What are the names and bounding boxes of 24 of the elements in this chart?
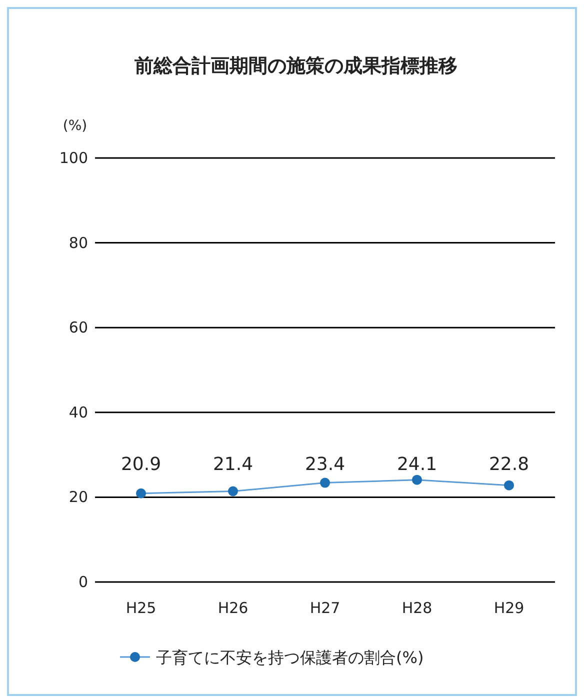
y-tick-label: 80	[68, 234, 88, 252]
point	[136, 488, 146, 498]
y-axis-title: (%)	[62, 118, 88, 134]
x-tick-label: H29	[494, 599, 524, 617]
x-tick-label: H26	[218, 599, 248, 617]
y-tick-label: 20	[68, 488, 88, 506]
data-label: 21.4	[212, 454, 254, 475]
data-label: 20.9	[120, 454, 162, 475]
point	[228, 486, 238, 496]
data-label: 24.1	[396, 454, 438, 475]
y-tick-label: 40	[68, 403, 88, 422]
chart-title: 前総合計画期間の施策の成果指標推移	[134, 55, 458, 77]
y-tick-label: 60	[68, 318, 88, 337]
y-tick-label: 0	[78, 573, 88, 591]
x-tick-label: H25	[126, 599, 156, 617]
data-label: 23.4	[304, 454, 346, 475]
point	[320, 478, 330, 488]
y-tick-label: 100	[59, 149, 88, 167]
legend-label: 子育てに不安を持つ保護者の割合(%)	[156, 648, 424, 667]
point	[504, 480, 514, 490]
x-tick-label: H28	[402, 599, 432, 617]
data-label: 22.8	[488, 454, 530, 475]
x-tick-label: H27	[310, 599, 340, 617]
point	[412, 474, 422, 485]
